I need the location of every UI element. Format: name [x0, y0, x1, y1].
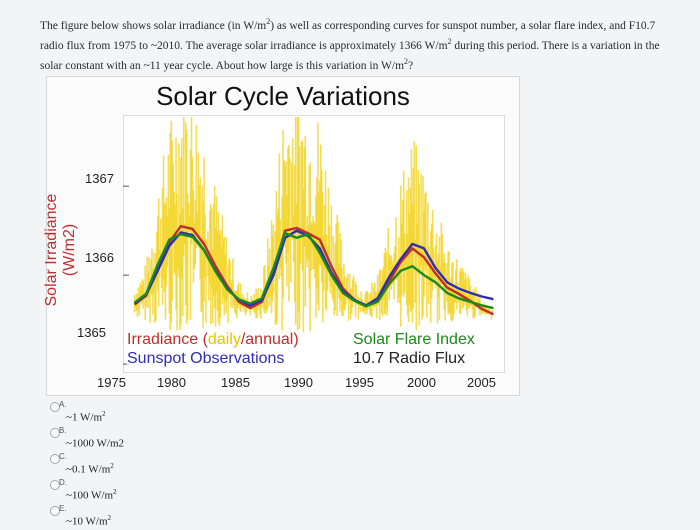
solar-cycle-figure: Solar Cycle Variations Solar Irradiance …	[43, 76, 520, 396]
legend-sunspot: Sunspot Observations	[127, 350, 285, 367]
radio-button[interactable]	[50, 506, 60, 516]
radio-button[interactable]	[50, 428, 60, 438]
x-tick-label: 2000	[407, 375, 436, 390]
y-tick-label: 1365	[77, 325, 106, 340]
radio-button[interactable]	[50, 402, 60, 412]
x-tick-label: 2005	[467, 375, 496, 390]
y-axis-label: Solar Irradiance (W/m2)	[43, 193, 78, 307]
legend-radio: 10.7 Radio Flux	[353, 350, 466, 367]
question-part-4: ?	[408, 59, 414, 72]
y-tick-label: 1367	[85, 171, 114, 186]
legend-flare: Solar Flare Index	[353, 331, 475, 348]
y-tick-label: 1366	[85, 250, 114, 265]
chart-title: Solar Cycle Variations	[156, 81, 410, 111]
series-line-irradiance-annual-	[133, 224, 494, 316]
radio-button[interactable]	[50, 480, 60, 490]
legend-irradiance: Irradiance (daily/annual)	[127, 331, 299, 348]
daily-irradiance-band	[133, 117, 494, 338]
legend-left: Irradiance (daily/annual) Sunspot Observ…	[127, 330, 299, 368]
question-part-3: during this period. There is a variation…	[40, 39, 660, 72]
question-part-2: ) as well as corresponding curves for su…	[40, 19, 656, 52]
question-text: The figure below shows solar irradiance …	[40, 17, 660, 72]
x-tick-label: 1995	[345, 375, 374, 390]
x-tick-label: 1990	[284, 375, 313, 390]
series-lines	[133, 224, 494, 316]
x-tick-label: 1975	[97, 375, 126, 390]
series-line-solar-flare-index	[133, 232, 494, 310]
question-part-1: The figure below shows solar irradiance …	[40, 19, 267, 32]
x-tick-label: 1980	[157, 375, 186, 390]
legend-right: Solar Flare Index 10.7 Radio Flux	[353, 330, 475, 368]
plot-area	[123, 115, 505, 373]
radio-button[interactable]	[50, 454, 60, 464]
x-tick-label: 1985	[221, 375, 250, 390]
